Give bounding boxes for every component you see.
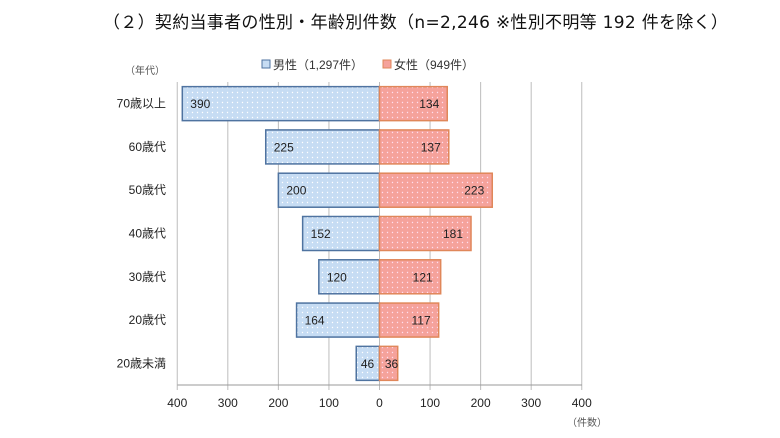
data-label-male: 200 bbox=[286, 184, 306, 198]
x-tick-label: 100 bbox=[319, 396, 339, 410]
bar-female bbox=[378, 129, 450, 165]
x-axis-label: （件数） bbox=[567, 416, 607, 429]
data-label-male: 225 bbox=[274, 140, 294, 154]
bar-male bbox=[181, 85, 381, 122]
data-label-female: 134 bbox=[419, 97, 439, 111]
bar-female bbox=[378, 345, 399, 382]
legend-swatch bbox=[261, 59, 271, 69]
x-tick-label: 400 bbox=[167, 396, 187, 410]
bar-female bbox=[378, 85, 449, 122]
legend-swatch bbox=[382, 59, 392, 69]
bar-female bbox=[378, 259, 442, 295]
y-tick-label: 50歳代 bbox=[129, 183, 166, 197]
x-tick-label: 0 bbox=[376, 396, 383, 410]
bar-female bbox=[378, 172, 494, 208]
y-tick-label: 40歳代 bbox=[129, 227, 166, 241]
data-label-male: 46 bbox=[361, 357, 375, 371]
x-tick-label: 300 bbox=[218, 396, 238, 410]
data-label-female: 181 bbox=[443, 227, 463, 241]
bar-male bbox=[301, 215, 381, 252]
legend-label: 男性（1,297件） bbox=[273, 58, 363, 72]
y-tick-label: 60歳代 bbox=[129, 140, 166, 154]
bar-male bbox=[295, 302, 381, 338]
chart-title: （２）契約当事者の性別・年齢別件数（n=2,246 ※性別不明等 192 件を除… bbox=[103, 13, 729, 33]
y-tick-label: 70歳以上 bbox=[117, 97, 166, 111]
x-tick-label: 400 bbox=[572, 396, 592, 410]
x-tick-label: 100 bbox=[420, 396, 440, 410]
data-label-female: 121 bbox=[413, 270, 433, 284]
bar-male bbox=[277, 172, 381, 208]
y-tick-label: 30歳代 bbox=[129, 270, 166, 284]
data-label-female: 223 bbox=[464, 184, 484, 198]
y-tick-label: 20歳未満 bbox=[117, 356, 166, 370]
y-tick-label: 20歳代 bbox=[129, 313, 166, 327]
data-label-male: 152 bbox=[311, 227, 331, 241]
x-tick-label: 200 bbox=[268, 396, 288, 410]
legend-label: 女性（949件） bbox=[394, 57, 474, 72]
data-label-female: 36 bbox=[385, 357, 399, 371]
bar-female bbox=[378, 302, 440, 338]
data-label-female: 137 bbox=[421, 140, 441, 154]
data-label-male: 164 bbox=[305, 314, 325, 328]
bar-female bbox=[378, 215, 472, 252]
x-tick-label: 300 bbox=[521, 396, 541, 410]
bar-male bbox=[264, 129, 381, 165]
bar-male bbox=[318, 259, 381, 295]
data-label-male: 120 bbox=[327, 270, 347, 284]
data-label-male: 390 bbox=[190, 97, 210, 111]
x-tick-label: 200 bbox=[471, 396, 491, 410]
data-label-female: 117 bbox=[412, 314, 431, 328]
y-axis-label: （年代） bbox=[125, 64, 165, 77]
